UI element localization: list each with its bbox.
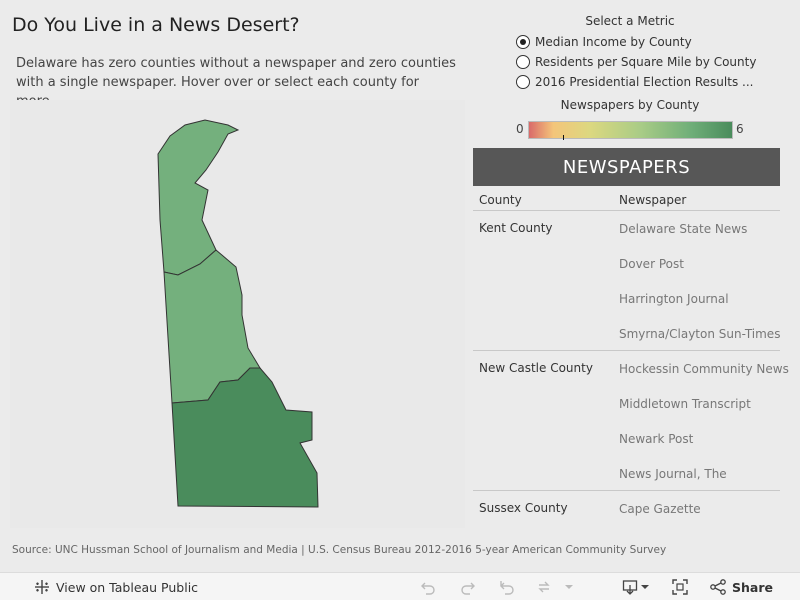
newspaper-cell[interactable]: Harrington Journal	[619, 292, 729, 306]
legend-max-label: 6	[736, 122, 744, 136]
view-on-tableau-public-button[interactable]: View on Tableau Public	[34, 573, 198, 600]
metric-option-label: Median Income by County	[535, 35, 692, 49]
share-icon	[710, 579, 726, 595]
county-new-castle[interactable]	[157, 119, 240, 276]
metric-selector-title: Select a Metric	[585, 14, 675, 28]
legend-tick-marker	[563, 135, 564, 140]
page-title: Do You Live in a News Desert?	[12, 14, 300, 36]
metric-option-election-results[interactable]: 2016 Presidential Election Results ...	[516, 73, 753, 91]
source-note: Source: UNC Hussman School of Journalism…	[12, 544, 667, 556]
radio-selected-dot	[520, 39, 526, 45]
newspaper-cell[interactable]: Cape Gazette	[619, 502, 701, 516]
chevron-down-icon[interactable]	[564, 579, 574, 595]
view-on-tableau-public-label: View on Tableau Public	[56, 579, 199, 595]
download-icon[interactable]	[622, 579, 638, 595]
fullscreen-icon[interactable]	[672, 579, 688, 595]
refresh-icon[interactable]	[536, 579, 552, 595]
newspapers-header: NEWSPAPERS	[473, 148, 780, 186]
metric-option-label: Residents per Square Mile by County	[535, 55, 757, 69]
newspaper-cell[interactable]: Smyrna/Clayton Sun-Times	[619, 327, 781, 341]
table-divider	[473, 490, 780, 491]
county-cell[interactable]: New Castle County	[479, 361, 593, 375]
revert-icon[interactable]	[499, 579, 515, 595]
share-label: Share	[732, 579, 773, 595]
newspaper-cell[interactable]: Dover Post	[619, 257, 684, 271]
chevron-down-icon[interactable]	[640, 579, 650, 595]
county-cell[interactable]: Sussex County	[479, 501, 568, 515]
legend-color-ramp	[528, 121, 733, 139]
delaware-map-svg	[157, 119, 319, 508]
tableau-toolbar: View on Tableau Public Share	[0, 572, 800, 600]
newspaper-cell[interactable]: News Journal, The	[619, 467, 727, 481]
metric-option-median-income[interactable]: Median Income by County	[516, 33, 692, 51]
redo-icon[interactable]	[460, 579, 476, 595]
column-header-newspaper: Newspaper	[619, 193, 687, 207]
newspaper-cell[interactable]: Newark Post	[619, 432, 694, 446]
metric-option-residents-per-sq-mile[interactable]: Residents per Square Mile by County	[516, 53, 756, 71]
newspaper-cell[interactable]: Middletown Transcript	[619, 397, 751, 411]
undo-icon[interactable]	[420, 579, 436, 595]
table-divider	[473, 350, 780, 351]
newspaper-cell[interactable]: Delaware State News	[619, 222, 748, 236]
legend-title: Newspapers by County	[560, 98, 700, 112]
metric-option-label: 2016 Presidential Election Results ...	[535, 75, 754, 89]
county-cell[interactable]: Kent County	[479, 221, 553, 235]
radio-button[interactable]	[516, 55, 530, 69]
share-button[interactable]: Share	[710, 573, 773, 600]
radio-button[interactable]	[516, 75, 530, 89]
county-sussex[interactable]	[171, 367, 319, 508]
delaware-map	[10, 100, 465, 528]
tableau-logo-icon	[35, 580, 49, 594]
newspaper-cell[interactable]: Hockessin Community News	[619, 362, 789, 376]
radio-button[interactable]	[516, 35, 530, 49]
table-divider	[473, 210, 780, 211]
legend-min-label: 0	[516, 122, 524, 136]
column-header-county: County	[479, 193, 522, 207]
